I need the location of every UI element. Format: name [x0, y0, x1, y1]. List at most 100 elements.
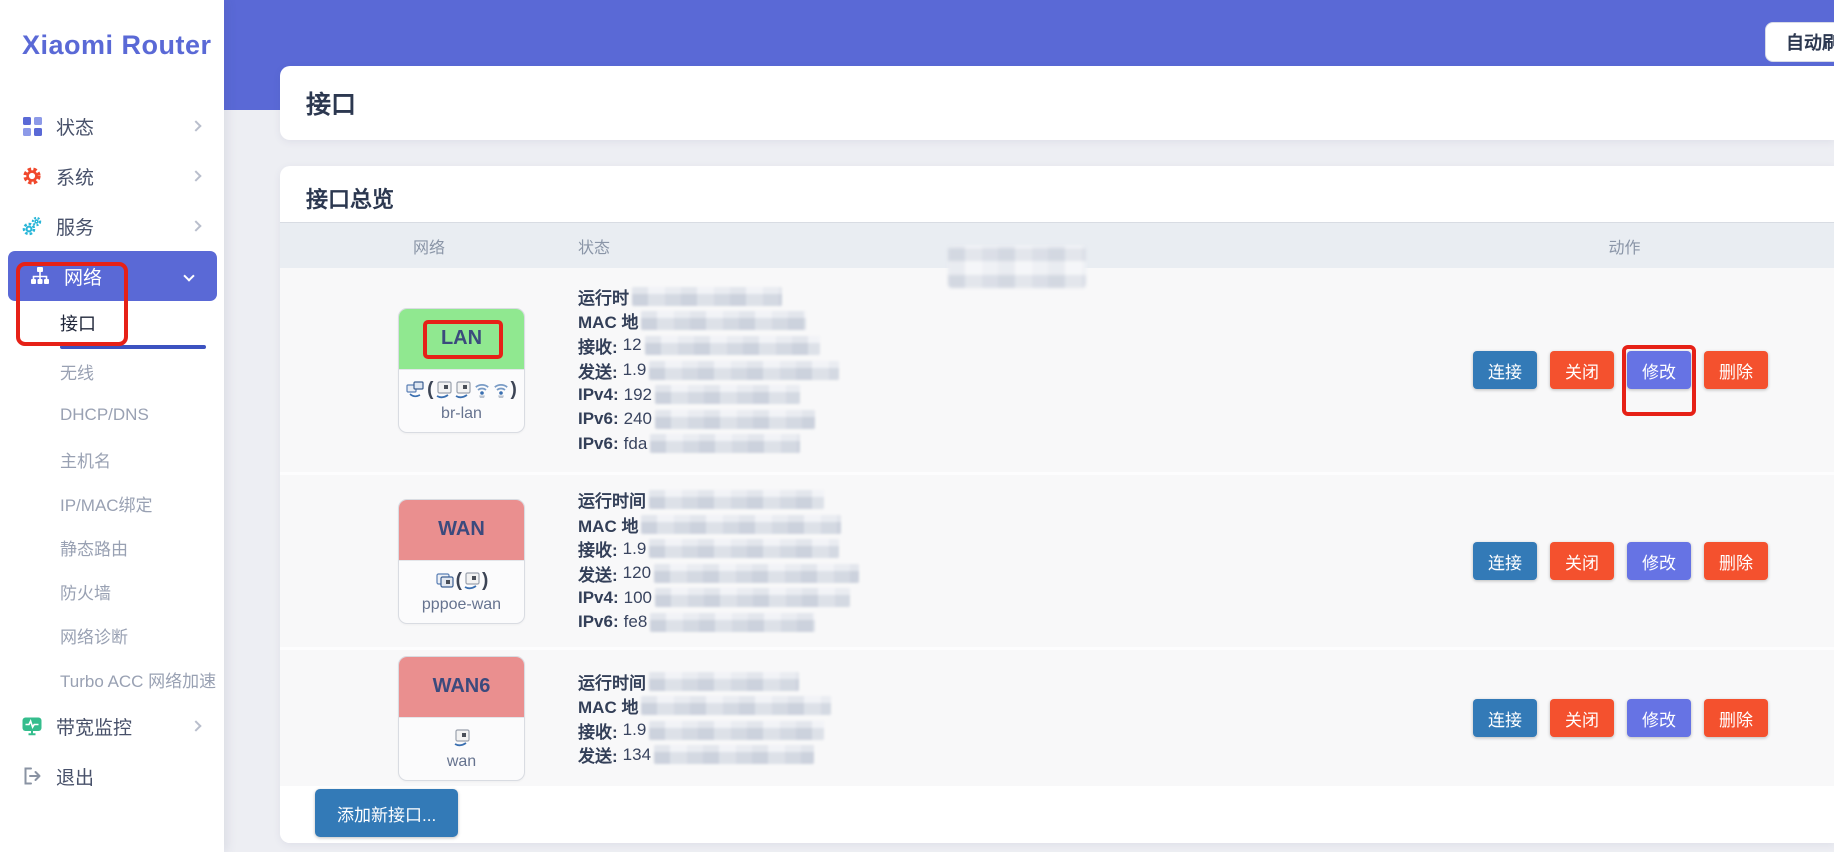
row-actions-wan6: 连接 关闭 修改 删除 [1473, 699, 1776, 737]
chevron-right-icon [190, 170, 202, 182]
chevron-down-icon [183, 270, 195, 282]
status-label: 发送: [578, 362, 618, 382]
status-label: 运行时间 [578, 673, 646, 693]
sidebar-subitem-wireless[interactable]: 无线 [0, 349, 224, 393]
redacted-value [655, 588, 851, 608]
subitem-label: 网络诊断 [60, 627, 128, 647]
sidebar-subitem-static-routes[interactable]: 静态路由 [0, 525, 224, 569]
sidebar-subitem-hostnames[interactable]: 主机名 [0, 437, 224, 481]
sidebar-subitem-turbo-acc[interactable]: Turbo ACC 网络加速 [0, 657, 224, 701]
ethernet-icon [455, 380, 471, 398]
interface-status-wan: 运行时间 MAC 地 接收: 1.9 发送: 120 IPv4: 100 IPv6: f… [578, 487, 1473, 635]
redacted-value [649, 539, 840, 559]
chevron-right-icon [190, 720, 202, 732]
wifi-icon [474, 383, 489, 398]
logout-icon [22, 766, 42, 786]
status-value: fda [623, 433, 648, 453]
interface-device-name: wan [446, 752, 477, 770]
redacted-value [655, 409, 816, 429]
subitem-label: 无线 [60, 363, 94, 383]
ppp-icon [464, 571, 480, 589]
interface-box-lan: LAN ( ) [398, 307, 525, 433]
ethernet-icon [436, 380, 452, 398]
status-label: 发送: [578, 747, 618, 767]
interface-device-name: pppoe-wan [421, 595, 502, 613]
close-paren: ) [510, 378, 517, 400]
column-header-network: 网络 [412, 239, 445, 257]
table-row-wan6: WAN6 wan 运行时间 MAC 地 接收: 1.9 发送: 1 [280, 647, 1834, 786]
table-row-wan: WAN ( ) pppoe-wan [280, 472, 1834, 647]
sidebar-nav: 状态 系统 服务 网络 [0, 101, 224, 801]
sidebar-item-bandwidth-monitor[interactable]: 带宽监控 [0, 701, 224, 751]
column-header-status: 状态 [578, 239, 611, 257]
status-value: 1.9 [622, 538, 647, 558]
auto-refresh-button[interactable]: 自动刷新 [1765, 22, 1834, 62]
redacted-value [649, 671, 799, 691]
redacted-value [649, 360, 840, 380]
page-title: 接口 [306, 91, 357, 119]
interface-badge-wan6: WAN6 [399, 656, 524, 717]
stop-button[interactable]: 关闭 [1550, 699, 1614, 737]
wifi-icon [493, 383, 508, 398]
stop-button[interactable]: 关闭 [1550, 351, 1614, 389]
edit-button[interactable]: 修改 [1627, 351, 1691, 389]
sidebar-item-services[interactable]: 服务 [0, 201, 224, 251]
status-label: 接收: [578, 541, 618, 561]
status-value: 240 [623, 409, 653, 429]
edit-button[interactable]: 修改 [1627, 542, 1691, 580]
status-label: MAC 地 [578, 516, 639, 536]
column-header-actions: 动作 [1608, 239, 1641, 257]
sidebar-item-status[interactable]: 状态 [0, 101, 224, 151]
sidebar-item-label: 状态 [56, 117, 95, 139]
connect-button[interactable]: 连接 [1473, 542, 1537, 580]
open-paren: ( [455, 569, 462, 591]
subitem-label: IP/MAC绑定 [60, 495, 153, 515]
redacted-value [641, 311, 807, 331]
subitem-label: DHCP/DNS [60, 405, 149, 424]
status-label: IPv6: [578, 612, 619, 632]
open-paren: ( [427, 378, 434, 400]
delete-button[interactable]: 删除 [1704, 542, 1768, 580]
table-footer: 添加新接口... [280, 786, 1834, 843]
sidebar-subitem-interfaces[interactable]: 接口 [0, 301, 224, 345]
sidebar-subitem-firewall[interactable]: 防火墙 [0, 569, 224, 613]
redacted-value [641, 696, 832, 716]
sidebar-subitem-ip-mac-binding[interactable]: IP/MAC绑定 [0, 481, 224, 525]
delete-button[interactable]: 删除 [1704, 699, 1768, 737]
interface-box-wan: WAN ( ) pppoe-wan [398, 498, 525, 624]
status-label: MAC 地 [578, 313, 639, 333]
interface-status-lan: 运行时 MAC 地 接收: 12 发送: 1.9 IPv4: 192 IPv6: 240… [578, 245, 1473, 456]
status-value: fe8 [623, 612, 648, 632]
status-value: 134 [622, 744, 652, 764]
connect-button[interactable]: 连接 [1473, 699, 1537, 737]
status-label: 运行时 [578, 288, 629, 308]
delete-button[interactable]: 删除 [1704, 351, 1768, 389]
dashboard-grid-icon [22, 116, 42, 136]
redacted-value [649, 490, 824, 510]
status-label: IPv4: [578, 384, 619, 404]
network-submenu: 接口 无线 DHCP/DNS 主机名 IP/MAC绑定 静态路由 防火墙 网络诊… [0, 301, 224, 701]
status-label: MAC 地 [578, 698, 639, 718]
chevron-right-icon [190, 120, 202, 132]
app-logo: Xiaomi Router [22, 30, 212, 60]
sidebar-subitem-dhcp-dns[interactable]: DHCP/DNS [0, 393, 224, 437]
sidebar-item-label: 网络 [64, 267, 103, 289]
redacted-value [649, 720, 825, 740]
sidebar-item-logout[interactable]: 退出 [0, 751, 224, 801]
table-row-lan: LAN ( ) [280, 245, 1834, 472]
status-value: 120 [622, 563, 652, 583]
network-tree-icon [30, 266, 50, 286]
sidebar-subitem-diagnostics[interactable]: 网络诊断 [0, 613, 224, 657]
subitem-label: 接口 [60, 314, 96, 334]
sidebar-item-label: 系统 [56, 167, 95, 189]
edit-button[interactable]: 修改 [1627, 699, 1691, 737]
ethernet-icon [436, 572, 454, 588]
connect-button[interactable]: 连接 [1473, 351, 1537, 389]
status-value: 1.9 [622, 360, 647, 379]
add-interface-button[interactable]: 添加新接口... [315, 789, 459, 837]
sidebar-item-system[interactable]: 系统 [0, 151, 224, 201]
interface-name: WAN6 [432, 675, 491, 697]
interface-status-wan6: 运行时间 MAC 地 接收: 1.9 发送: 134 [578, 669, 1473, 767]
sidebar-item-network[interactable]: 网络 [8, 251, 217, 301]
stop-button[interactable]: 关闭 [1550, 542, 1614, 580]
